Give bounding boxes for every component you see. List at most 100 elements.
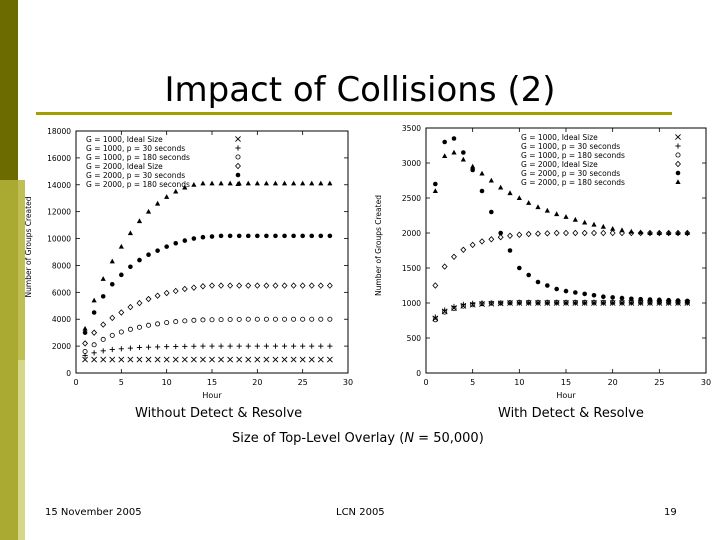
data-point — [516, 299, 522, 305]
data-point — [507, 190, 513, 196]
data-point — [479, 238, 485, 245]
data-point — [451, 306, 457, 312]
data-point — [100, 321, 107, 328]
accent-bar-bottom — [0, 180, 18, 540]
data-point — [507, 232, 513, 239]
data-point — [82, 340, 89, 347]
data-point — [145, 356, 152, 363]
data-point — [91, 350, 97, 356]
data-point — [127, 326, 133, 332]
y-tick-label: 0 — [66, 369, 71, 378]
data-point — [318, 316, 324, 322]
data-point — [190, 284, 197, 291]
data-point — [309, 316, 315, 322]
series-4 — [82, 282, 333, 347]
data-point — [155, 344, 161, 350]
data-point — [432, 314, 438, 320]
data-point — [591, 229, 597, 237]
data-point — [573, 290, 578, 295]
data-point — [164, 244, 169, 249]
data-point — [563, 299, 569, 305]
data-point — [498, 230, 503, 236]
data-point — [182, 318, 188, 324]
data-point — [254, 356, 261, 363]
data-point — [545, 283, 550, 288]
data-point — [245, 233, 251, 239]
data-point — [119, 272, 124, 278]
y-tick-label: 3000 — [402, 159, 421, 168]
data-point — [666, 297, 671, 303]
data-point — [432, 282, 439, 289]
data-point — [600, 299, 606, 305]
data-point — [254, 316, 260, 322]
data-point — [637, 229, 644, 237]
data-point — [317, 356, 324, 363]
data-point — [470, 302, 476, 308]
data-point — [155, 200, 161, 206]
data-point — [218, 317, 224, 323]
data-point — [109, 332, 115, 338]
data-point — [647, 297, 653, 302]
data-point — [684, 229, 691, 237]
y-tick-label: 6000 — [52, 288, 71, 297]
data-point — [227, 180, 233, 186]
data-point — [299, 282, 306, 289]
data-point — [629, 296, 634, 302]
data-point — [218, 282, 225, 289]
data-point — [109, 356, 116, 363]
data-point — [619, 227, 625, 233]
data-point — [118, 346, 124, 352]
legend-entry: G = 2000, p = 30 seconds — [521, 169, 620, 178]
data-point — [535, 204, 541, 210]
data-point — [460, 303, 466, 309]
data-point — [581, 229, 588, 237]
data-point — [227, 356, 234, 363]
data-point — [282, 316, 288, 322]
y-tick-label: 500 — [407, 334, 422, 343]
y-tick-label: 16000 — [47, 154, 71, 163]
data-point — [272, 282, 279, 289]
x-axis-label: Hour — [202, 391, 222, 400]
data-point — [327, 233, 333, 239]
x-tick-label: 0 — [423, 378, 428, 387]
data-point — [155, 248, 160, 253]
data-point — [236, 356, 243, 363]
data-point — [591, 293, 597, 298]
data-point — [254, 343, 260, 349]
data-point — [155, 321, 161, 327]
x-tick-label: 15 — [207, 378, 217, 387]
data-point — [656, 229, 663, 237]
x-tick-label: 20 — [252, 378, 262, 387]
data-point — [600, 223, 606, 229]
data-point — [308, 282, 315, 289]
y-tick-label: 18000 — [47, 127, 71, 136]
data-point — [281, 180, 288, 186]
data-point — [136, 218, 143, 224]
x-tick-label: 15 — [561, 378, 571, 387]
y-tick-label: 2000 — [52, 342, 71, 351]
data-point — [182, 184, 188, 190]
data-point — [136, 324, 142, 330]
data-point — [441, 263, 448, 270]
data-point — [181, 285, 188, 293]
data-point — [118, 243, 124, 249]
legend-entry: G = 2000, p = 180 seconds — [521, 178, 625, 187]
data-point — [118, 309, 125, 316]
data-point — [227, 343, 233, 349]
data-point — [572, 216, 578, 222]
legend-entry: G = 1000, p = 180 seconds — [521, 151, 625, 160]
data-point — [209, 356, 215, 363]
data-point — [245, 180, 251, 186]
data-point — [675, 298, 681, 303]
data-point — [218, 356, 224, 363]
data-point — [451, 136, 457, 141]
series-5 — [433, 136, 690, 304]
data-point — [182, 343, 188, 349]
data-point — [263, 180, 269, 186]
series-3 — [82, 316, 333, 354]
data-point — [191, 317, 197, 323]
legend-marker — [675, 152, 681, 158]
data-point — [209, 282, 215, 289]
data-point — [442, 309, 448, 315]
